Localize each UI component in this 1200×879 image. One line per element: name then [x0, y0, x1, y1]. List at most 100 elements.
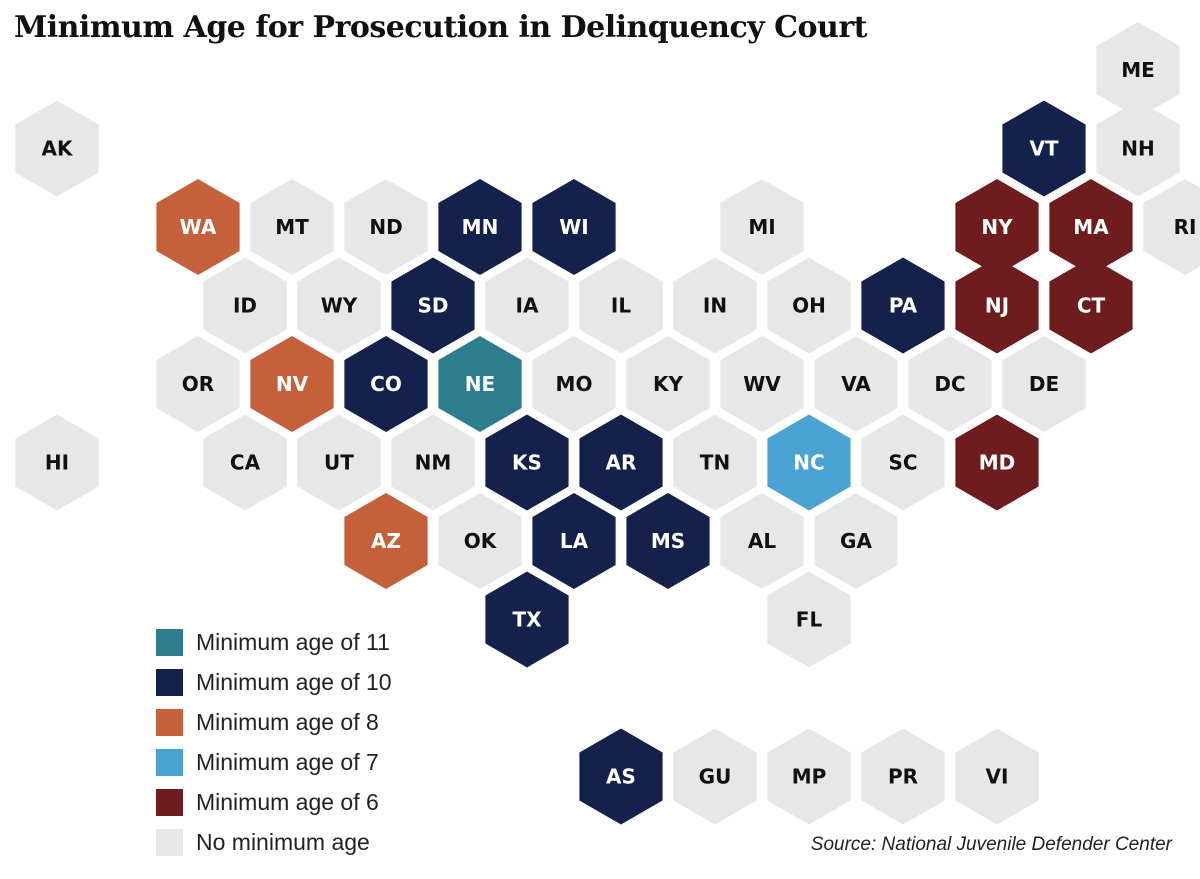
state-label: NJ [985, 294, 1009, 318]
legend-label-age6: Minimum age of 6 [196, 788, 379, 815]
state-hex-ga: GA [814, 493, 898, 589]
state-hex-oh: OH [767, 257, 851, 354]
state-hex-shape [955, 179, 1039, 275]
state-hex-mi: MI [720, 179, 804, 275]
state-label: OR [182, 372, 214, 396]
state-hex-shape [532, 179, 616, 275]
state-hex-tn: TN [673, 414, 757, 511]
state-hex-shape [344, 336, 428, 432]
state-hex-sd: SD [391, 257, 475, 354]
legend-item-age6: Minimum age of 6 [156, 782, 392, 822]
state-hex-shape [767, 728, 851, 825]
state-hex-shape [767, 571, 851, 668]
state-hex-ma: MA [1049, 179, 1133, 275]
state-hex-shape [391, 257, 475, 354]
legend-label-age10: Minimum age of 10 [196, 668, 392, 695]
state-hex-md: MD [955, 414, 1039, 511]
legend-swatch-age11 [156, 628, 183, 656]
state-label: WY [321, 294, 358, 318]
state-hex-pa: PA [861, 257, 945, 354]
legend-label-age7: Minimum age of 7 [196, 748, 379, 775]
state-label: MO [556, 372, 593, 396]
state-label: AS [606, 765, 636, 789]
state-hex-shape [156, 179, 240, 275]
legend-label-age8: Minimum age of 8 [196, 708, 379, 735]
state-hex-co: CO [344, 336, 428, 432]
state-hex-az: AZ [344, 493, 428, 589]
state-label: KS [512, 451, 542, 475]
state-hex-shape [297, 414, 381, 511]
state-label: MD [979, 451, 1016, 475]
state-label: MT [275, 215, 309, 239]
state-hex-ok: OK [438, 493, 522, 589]
state-hex-shape [438, 336, 522, 432]
state-label: GU [699, 765, 732, 789]
state-label: NE [465, 372, 495, 396]
state-hex-shape [861, 414, 945, 511]
state-hex-shape [485, 414, 569, 511]
state-hex-ri: RI [1143, 179, 1200, 275]
state-hex-shape [579, 728, 663, 825]
state-label: AZ [371, 529, 401, 553]
state-hex-de: DE [1002, 336, 1086, 432]
state-label: OH [792, 294, 826, 318]
state-label: UT [324, 451, 354, 475]
state-label: NC [793, 451, 824, 475]
state-hex-nd: ND [344, 179, 428, 275]
legend-swatch-age6 [156, 788, 183, 816]
state-label: AK [42, 137, 74, 161]
state-hex-shape [485, 257, 569, 354]
state-label: MS [651, 529, 685, 553]
state-hex-shape [1049, 179, 1133, 275]
state-hex-shape [15, 414, 99, 511]
state-label: TX [512, 608, 542, 632]
state-hex-shape [438, 493, 522, 589]
state-label: WA [180, 215, 217, 239]
state-hex-wy: WY [297, 257, 381, 354]
state-hex-ak: AK [15, 100, 99, 197]
state-hex-shape [344, 493, 428, 589]
legend-swatch-age10 [156, 668, 183, 696]
map-title: Minimum Age for Prosecution in Delinquen… [14, 10, 868, 45]
state-hex-shape [579, 414, 663, 511]
state-label: DE [1029, 372, 1059, 396]
state-label: DC [934, 372, 965, 396]
state-hex-ny: NY [955, 179, 1039, 275]
state-hex-vi: VI [955, 728, 1039, 825]
source-note: Source: National Juvenile Defender Cente… [810, 834, 1172, 855]
state-hex-as: AS [579, 728, 663, 825]
state-label: WV [743, 372, 781, 396]
state-hex-wa: WA [156, 179, 240, 275]
legend: Minimum age of 11 Minimum age of 10 Mini… [156, 622, 392, 862]
state-hex-ca: CA [203, 414, 287, 511]
state-hex-ms: MS [626, 493, 710, 589]
state-label: WI [559, 215, 589, 239]
state-hex-shape [673, 728, 757, 825]
state-hex-shape [908, 336, 992, 432]
state-hex-shape [1002, 100, 1086, 197]
state-hex-shape [203, 414, 287, 511]
legend-item-age11: Minimum age of 11 [156, 622, 392, 662]
state-label: VI [986, 765, 1009, 789]
legend-item-age7: Minimum age of 7 [156, 742, 392, 782]
state-hex-mn: MN [438, 179, 522, 275]
state-label: LA [560, 529, 589, 553]
legend-swatch-age8 [156, 708, 183, 736]
state-label: NH [1121, 137, 1154, 161]
state-label: KY [653, 372, 683, 396]
state-hex-shape [1096, 100, 1180, 197]
state-hex-fl: FL [767, 571, 851, 668]
state-label: VT [1029, 137, 1058, 161]
state-hex-shape [767, 257, 851, 354]
state-label: TN [700, 451, 730, 475]
state-hex-shape [532, 336, 616, 432]
state-hex-me: ME [1096, 22, 1180, 118]
state-label: ND [369, 215, 402, 239]
state-label: AL [748, 529, 776, 553]
state-label: RI [1174, 215, 1197, 239]
state-hex-shape [814, 493, 898, 589]
state-hex-nj: NJ [955, 257, 1039, 354]
state-label: HI [45, 451, 69, 475]
state-hex-al: AL [720, 493, 804, 589]
state-hex-shape [250, 179, 334, 275]
